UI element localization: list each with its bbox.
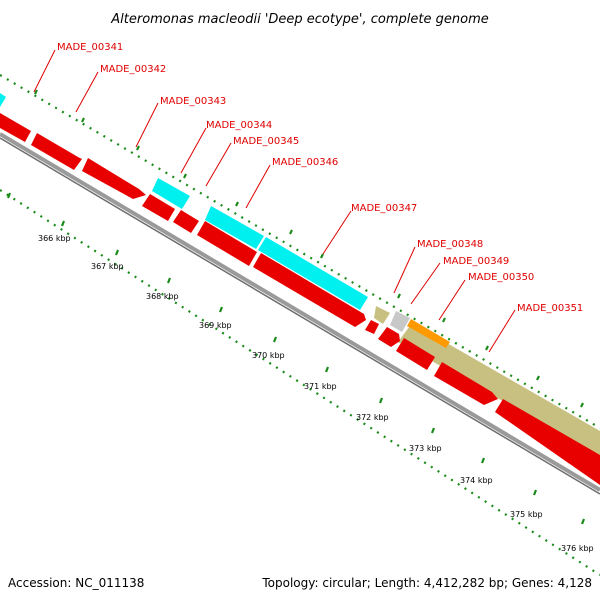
accession-text: Accession: NC_011138 [8,576,144,590]
tick-label: 371 kbp [304,382,337,391]
feature-trna [0,93,368,310]
map-title: Alteromonas macleodii 'Deep ecotype', co… [110,12,488,27]
upper-major-ticks [34,89,584,408]
gene-label[interactable]: MADE_00346 [272,157,338,168]
tick-label: 369 kbp [199,321,232,330]
gene-label[interactable]: MADE_00350 [468,272,534,283]
gene-label[interactable]: MADE_00344 [206,120,272,131]
tick-label: 366 kbp [38,234,71,243]
tick-label: 375 kbp [510,510,543,519]
gene-label[interactable]: MADE_00348 [417,239,483,250]
gene-label[interactable]: MADE_00351 [517,303,583,314]
tick-label: 374 kbp [460,476,493,485]
feature-other-outer [374,306,600,456]
lower-major-ticks [6,192,586,525]
gene-label[interactable]: MADE_00342 [100,64,166,75]
tick-label: 368 kbp [146,292,179,301]
gene-label[interactable]: MADE_00341 [57,42,123,53]
scale-tick-labels: 366 kbp 367 kbp 368 kbp 369 kbp 370 kbp … [38,234,594,553]
gene-label[interactable]: MADE_00349 [443,256,509,267]
tick-label: 370 kbp [252,351,285,360]
tick-label: 373 kbp [409,444,442,453]
tick-label: 367 kbp [91,262,124,271]
tick-label: 376 kbp [561,544,594,553]
gene-label[interactable]: MADE_00347 [351,203,417,214]
gene-label[interactable]: MADE_00345 [233,136,299,147]
backbone [0,132,600,495]
gene-labels: MADE_00341 MADE_00342 MADE_00343 MADE_00… [57,42,583,314]
tick-label: 372 kbp [356,413,389,422]
feature-misc [390,311,450,348]
topology-text: Topology: circular; Length: 4,412,282 bp… [261,576,592,590]
tick-dotted-lines [0,74,600,576]
feature-cds [0,113,600,485]
label-leaders [33,49,516,353]
gene-label[interactable]: MADE_00343 [160,96,226,107]
